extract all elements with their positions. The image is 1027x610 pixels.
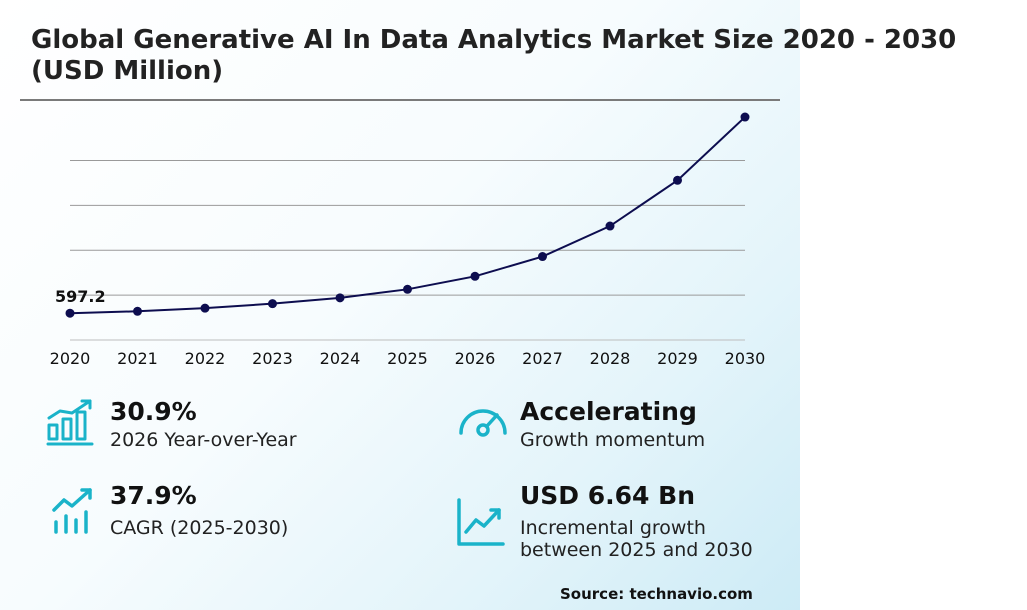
stat-label: 2026 Year-over-Year — [110, 429, 297, 451]
chart-title: Global Generative AI In Data Analytics M… — [31, 25, 956, 87]
x-tick-label: 2028 — [590, 349, 631, 368]
data-point — [605, 221, 615, 231]
x-tick-label: 2029 — [657, 349, 698, 368]
data-point — [200, 303, 210, 313]
data-points — [65, 112, 750, 318]
bar-growth-icon — [46, 399, 94, 446]
stat-label: CAGR (2025-2030) — [110, 517, 289, 539]
x-tick-label: 2026 — [455, 349, 496, 368]
data-point — [538, 252, 547, 262]
data-point — [335, 293, 345, 303]
data-labels: 597.2 — [55, 287, 106, 306]
x-tick-label: 2020 — [50, 349, 91, 368]
data-label: 597.2 — [55, 287, 106, 306]
gridlines — [70, 160, 745, 341]
stat-value: 37.9% — [110, 481, 197, 510]
x-tick-label: 2021 — [117, 349, 158, 368]
stat-label: Growth momentum — [520, 429, 706, 451]
trend-up-icon — [457, 498, 505, 546]
data-point — [65, 308, 75, 318]
source-credit: Source: technavio.com — [560, 585, 753, 603]
data-point — [470, 271, 480, 281]
x-tick-label: 2027 — [522, 349, 563, 368]
data-point — [673, 175, 682, 185]
data-point — [268, 299, 277, 309]
stat-value: Accelerating — [520, 397, 697, 426]
data-point — [740, 112, 750, 122]
x-tick-label: 2022 — [185, 349, 226, 368]
stat-value: USD 6.64 Bn — [520, 481, 695, 510]
speedometer-icon — [459, 409, 507, 437]
data-point — [403, 284, 412, 294]
stat-value: 30.9% — [110, 397, 197, 426]
x-axis-tick-labels: 2020 2021 2022 2023 2024 2025 2026 2027 2028 2029… — [50, 349, 766, 368]
title-line-2: (USD Million) — [31, 56, 224, 86]
x-tick-label: 2025 — [387, 349, 428, 368]
data-point — [133, 306, 142, 316]
cagr-chart-icon — [52, 488, 92, 534]
x-tick-label: 2030 — [725, 349, 766, 368]
title-divider — [20, 99, 780, 101]
x-tick-label: 2023 — [252, 349, 293, 368]
background-panel — [0, 0, 800, 610]
stat-label-line-2: between 2025 and 2030 — [520, 539, 753, 561]
x-tick-label: 2024 — [320, 349, 361, 368]
title-line-1: Global Generative AI In Data Analytics M… — [31, 25, 957, 55]
line-chart: 2020 2021 2022 2023 2024 2025 2026 2027 2028 2029… — [50, 112, 766, 368]
series-line — [69, 116, 746, 315]
stat-label-line-1: Incremental growth — [520, 517, 706, 539]
